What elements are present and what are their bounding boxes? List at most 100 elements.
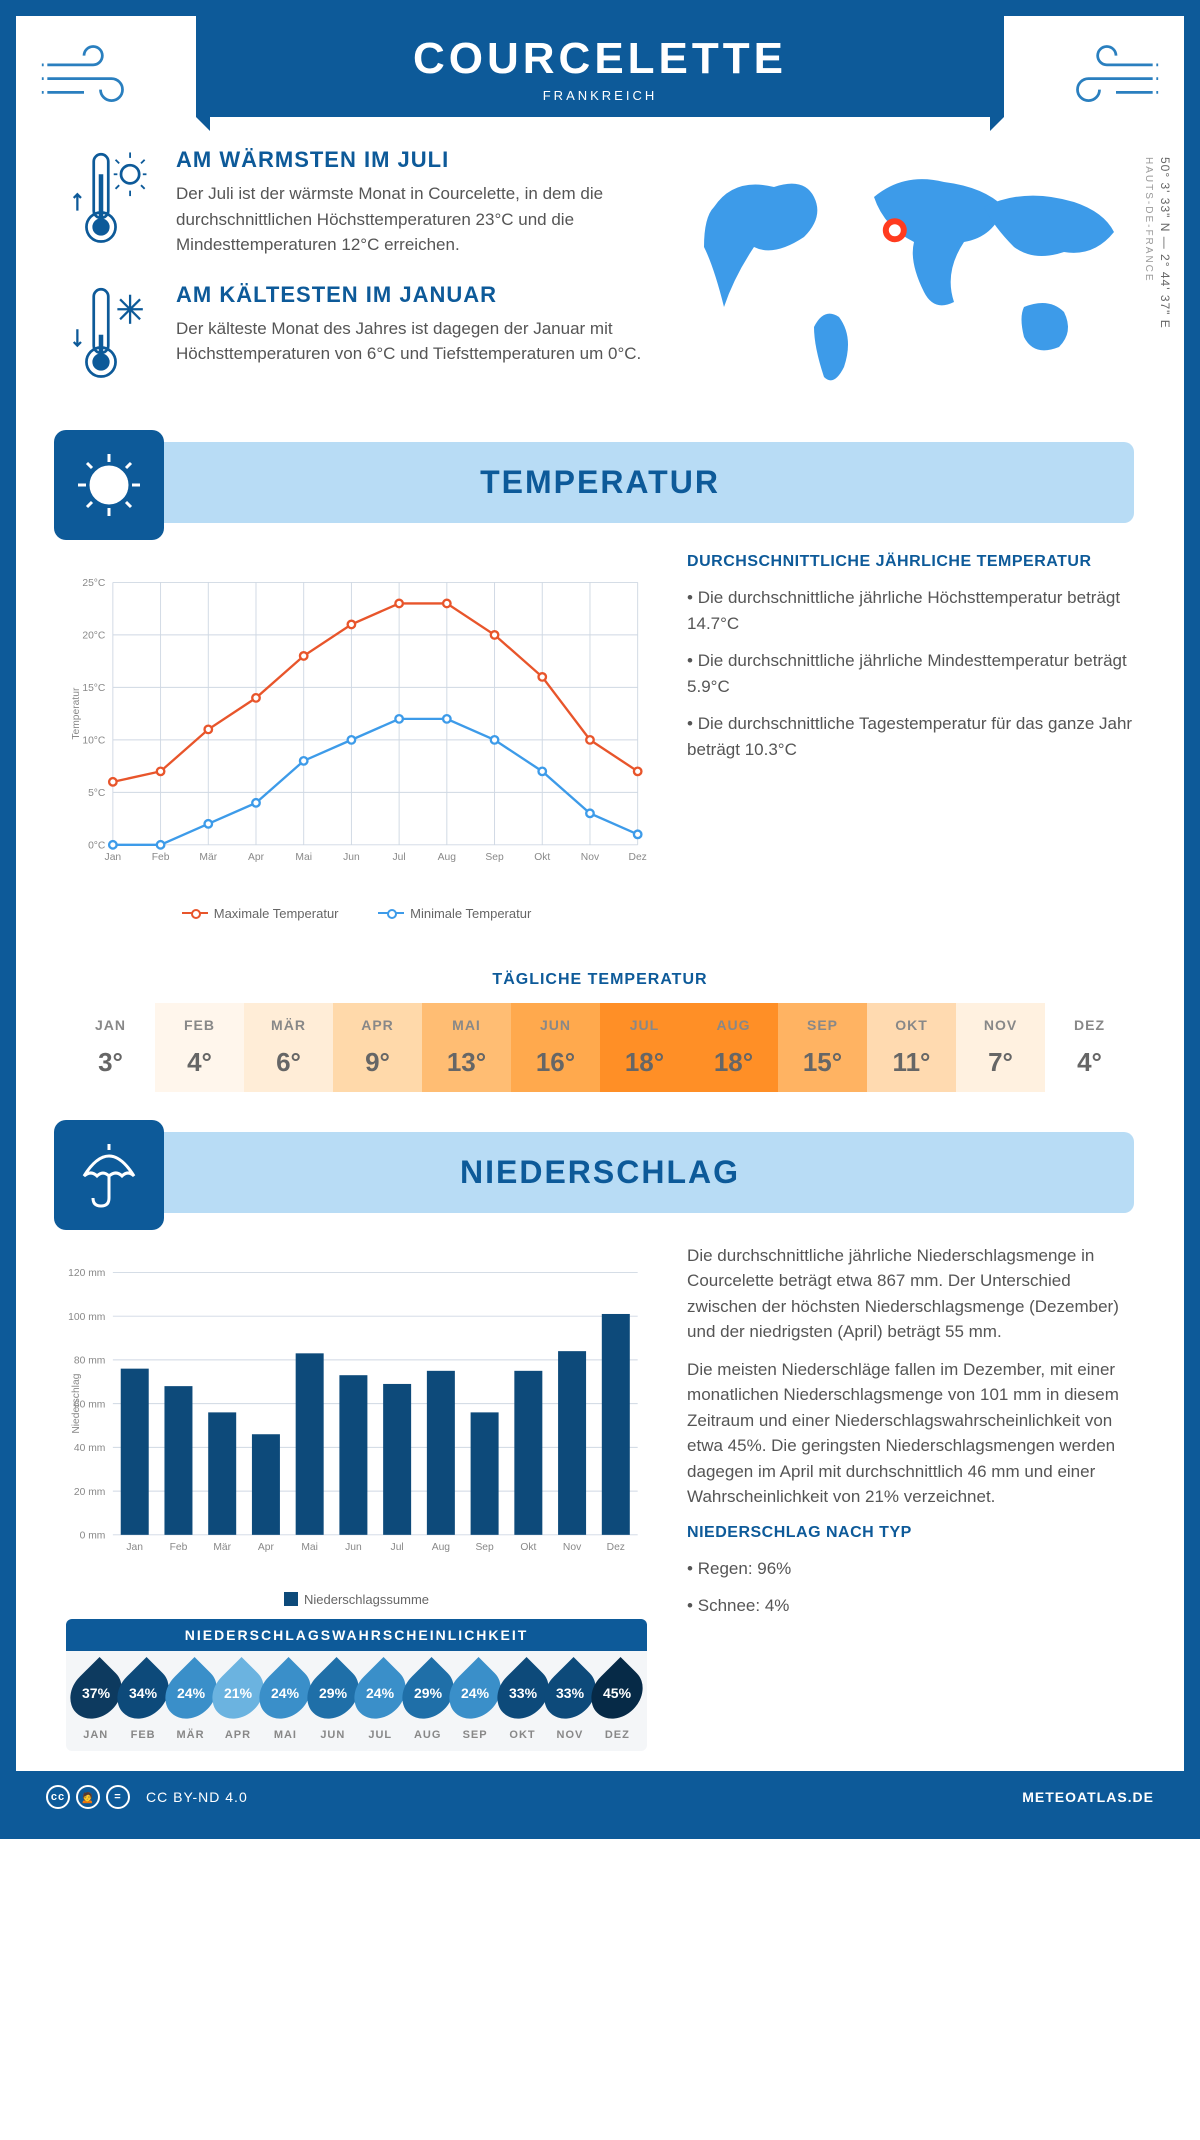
temp-desc-line: Die durchschnittliche Tagestemperatur fü… [687, 711, 1134, 762]
precipitation-bar-chart: 0 mm20 mm40 mm60 mm80 mm100 mm120 mmJanF… [66, 1243, 647, 1752]
svg-text:Okt: Okt [520, 1541, 536, 1552]
thermometer-cold-icon [66, 282, 156, 387]
svg-text:Jan: Jan [126, 1541, 143, 1552]
temp-desc-line: Die durchschnittliche jährliche Mindestt… [687, 648, 1134, 699]
svg-text:Sep: Sep [485, 852, 504, 863]
daily-temp-cell: MÄR6° [244, 1003, 333, 1092]
coldest-title: AM KÄLTESTEN IM JANUAR [176, 282, 644, 308]
svg-text:Dez: Dez [607, 1541, 625, 1552]
svg-text:Jul: Jul [391, 1541, 404, 1552]
svg-text:Mai: Mai [301, 1541, 318, 1552]
prob-drop-cell: 24%JUL [357, 1665, 404, 1741]
temperature-heading: TEMPERATUR [480, 464, 720, 500]
svg-text:Mär: Mär [199, 852, 217, 863]
svg-text:Okt: Okt [534, 852, 550, 863]
svg-text:Niederschlag: Niederschlag [71, 1373, 82, 1433]
daily-temp-cell: MAI13° [422, 1003, 511, 1092]
daily-temp-cell: JUL18° [600, 1003, 689, 1092]
svg-text:80 mm: 80 mm [74, 1355, 105, 1366]
precip-type-line: Schnee: 4% [687, 1593, 1134, 1619]
prob-drop-cell: 21%APR [214, 1665, 261, 1741]
svg-text:Mär: Mär [213, 1541, 231, 1552]
daily-temp-cell: APR9° [333, 1003, 422, 1092]
warmest-fact: AM WÄRMSTEN IM JULI Der Juli ist der wär… [66, 147, 644, 258]
footer: cc 🙍 = CC BY-ND 4.0 METEOATLAS.DE [16, 1771, 1184, 1823]
svg-text:Jun: Jun [343, 852, 360, 863]
site-name: METEOATLAS.DE [1022, 1789, 1154, 1805]
warmest-title: AM WÄRMSTEN IM JULI [176, 147, 644, 173]
page-title: COURCELETTE [196, 34, 1004, 84]
daily-temp-cell: SEP15° [778, 1003, 867, 1092]
license-badge: cc 🙍 = CC BY-ND 4.0 [46, 1785, 248, 1809]
thermometer-hot-icon [66, 147, 156, 258]
precipitation-probability-panel: NIEDERSCHLAGSWAHRSCHEINLICHKEIT 37%JAN34… [66, 1619, 647, 1751]
prob-drop-cell: 45%DEZ [594, 1665, 641, 1741]
infographic-frame: COURCELETTE FRANKREICH AM WÄRMSTEN IM JU… [0, 0, 1200, 1839]
by-icon: 🙍 [76, 1785, 100, 1809]
svg-text:20 mm: 20 mm [74, 1486, 105, 1497]
svg-text:25°C: 25°C [82, 578, 106, 589]
precipitation-heading: NIEDERSCHLAG [460, 1154, 740, 1190]
svg-text:0 mm: 0 mm [80, 1530, 106, 1541]
prob-drop-cell: 33%NOV [546, 1665, 593, 1741]
precip-desc-p1: Die durchschnittliche jährliche Niedersc… [687, 1243, 1134, 1345]
daily-temp-cell: JUN16° [511, 1003, 600, 1092]
svg-text:Feb: Feb [152, 852, 170, 863]
svg-text:Nov: Nov [563, 1541, 582, 1552]
prob-title: NIEDERSCHLAGSWAHRSCHEINLICHKEIT [66, 1619, 647, 1651]
prob-drop-cell: 24%MAI [262, 1665, 309, 1741]
precipitation-description: Die durchschnittliche jährliche Niedersc… [687, 1243, 1134, 1752]
svg-text:Dez: Dez [629, 852, 647, 863]
umbrella-icon [54, 1120, 164, 1230]
page-subtitle: FRANKREICH [196, 88, 1004, 103]
svg-text:Aug: Aug [438, 852, 457, 863]
daily-temp-cell: JAN3° [66, 1003, 155, 1092]
svg-text:Jan: Jan [105, 852, 122, 863]
daily-temp-cell: FEB4° [155, 1003, 244, 1092]
svg-text:Temperatur: Temperatur [71, 687, 82, 740]
svg-text:10°C: 10°C [82, 736, 106, 747]
region-label: HAUTS-DE-FRANCE [1143, 157, 1154, 283]
cc-icon: cc [46, 1785, 70, 1809]
daily-temp-cell: AUG18° [689, 1003, 778, 1092]
prob-drop-cell: 29%JUN [309, 1665, 356, 1741]
nd-icon: = [106, 1785, 130, 1809]
precip-type-heading: NIEDERSCHLAG NACH TYP [687, 1524, 1134, 1542]
svg-text:Mai: Mai [295, 852, 312, 863]
daily-temp-cell: DEZ4° [1045, 1003, 1134, 1092]
precip-desc-p2: Die meisten Niederschläge fallen im Deze… [687, 1357, 1134, 1510]
svg-text:Jun: Jun [345, 1541, 362, 1552]
intro-section: AM WÄRMSTEN IM JULI Der Juli ist der wär… [16, 147, 1184, 442]
coldest-fact: AM KÄLTESTEN IM JANUAR Der kälteste Mona… [66, 282, 644, 387]
precip-type-line: Regen: 96% [687, 1556, 1134, 1582]
svg-text:15°C: 15°C [82, 683, 106, 694]
daily-temp-cell: NOV7° [956, 1003, 1045, 1092]
svg-text:Aug: Aug [432, 1541, 451, 1552]
svg-text:40 mm: 40 mm [74, 1443, 105, 1454]
temp-desc-heading: DURCHSCHNITTLICHE JÄHRLICHE TEMPERATUR [687, 553, 1134, 571]
svg-text:Nov: Nov [581, 852, 600, 863]
prob-drop-cell: 24%SEP [451, 1665, 498, 1741]
sun-icon [54, 430, 164, 540]
svg-text:0°C: 0°C [88, 841, 106, 852]
legend-precip-label: Niederschlagssumme [304, 1592, 429, 1607]
svg-text:Feb: Feb [170, 1541, 188, 1552]
prob-drop-cell: 29%AUG [404, 1665, 451, 1741]
temperature-line-chart: 0°C5°C10°C15°C20°C25°CJanFebMärAprMaiJun… [66, 553, 647, 921]
header-banner: COURCELETTE FRANKREICH [196, 16, 1004, 117]
prob-drop-cell: 33%OKT [499, 1665, 546, 1741]
svg-text:Sep: Sep [475, 1541, 494, 1552]
prob-drop-cell: 24%MÄR [167, 1665, 214, 1741]
prob-drop-cell: 34%FEB [119, 1665, 166, 1741]
warmest-text: Der Juli ist der wärmste Monat in Cource… [176, 181, 644, 258]
temp-desc-line: Die durchschnittliche jährliche Höchstte… [687, 585, 1134, 636]
svg-text:Jul: Jul [393, 852, 406, 863]
world-map: HAUTS-DE-FRANCE 50° 3' 33" N — 2° 44' 37… [674, 147, 1134, 412]
legend-min-label: Minimale Temperatur [410, 906, 531, 921]
svg-text:5°C: 5°C [88, 788, 106, 799]
coords-label: 50° 3' 33" N — 2° 44' 37" E [1158, 157, 1172, 329]
wind-icon [1050, 34, 1160, 119]
license-text: CC BY-ND 4.0 [146, 1789, 248, 1805]
temperature-description: DURCHSCHNITTLICHE JÄHRLICHE TEMPERATUR D… [687, 553, 1134, 921]
svg-text:Apr: Apr [248, 852, 265, 863]
